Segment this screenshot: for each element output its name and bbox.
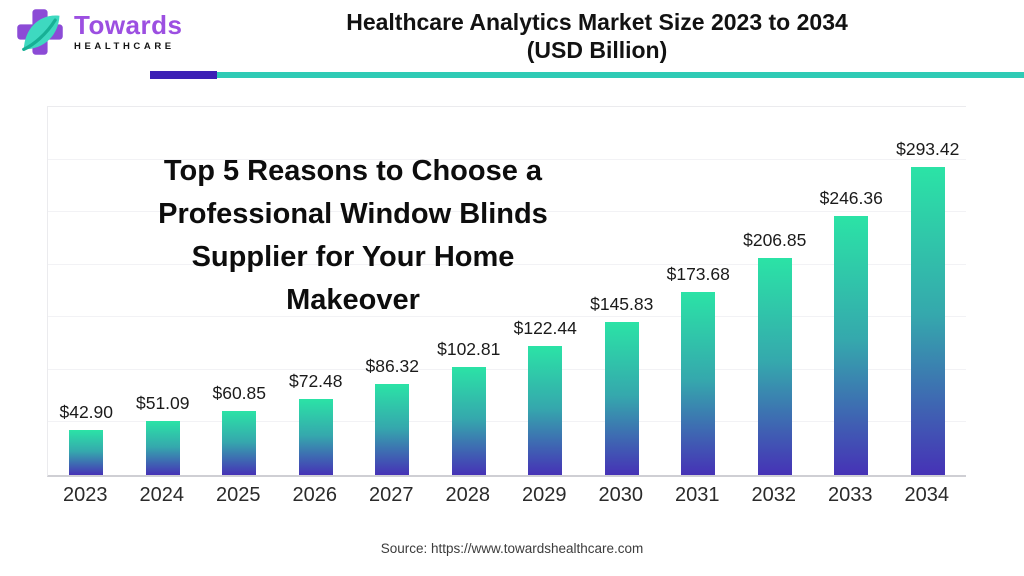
bar-column: $60.85 xyxy=(201,107,278,475)
bar-value-label: $102.81 xyxy=(437,338,501,359)
bar-value-label: $145.83 xyxy=(590,293,654,314)
x-tick-label: 2025 xyxy=(216,484,261,506)
brand-subname: HEALTHCARE xyxy=(74,41,175,53)
bar xyxy=(298,398,333,475)
bar-column: $51.09 xyxy=(125,107,202,475)
bar xyxy=(757,257,792,475)
bar xyxy=(834,215,869,475)
x-tick-label: 2029 xyxy=(522,484,567,506)
bar-column: $86.32 xyxy=(354,107,431,475)
towards-healthcare-logo: Towards HEALTHCARE xyxy=(14,6,182,58)
source-text: Source: https://www.towardshealthcare.co… xyxy=(380,541,644,556)
bar-column: $122.44 xyxy=(507,107,584,475)
bar-value-label: $173.68 xyxy=(666,264,730,285)
overlay-caption-line1: Top 5 Reasons to Choose a xyxy=(163,155,543,187)
bar-column: $293.42 xyxy=(890,107,967,475)
bar-column: $42.90 xyxy=(48,107,125,475)
gridline xyxy=(48,368,966,370)
bar xyxy=(681,292,716,475)
bar-column: $145.83 xyxy=(584,107,661,475)
gridline xyxy=(48,421,966,423)
chart-title-line2: (USD Billion) xyxy=(526,37,668,63)
x-tick-label: 2032 xyxy=(751,484,797,506)
bar xyxy=(222,411,257,475)
brand-text: Towards HEALTHCARE xyxy=(74,12,182,52)
bars-row: $42.90 $51.09 $60.85 $72.48 $86.32 $102.81 $12… xyxy=(48,107,966,475)
bar-column: $102.81 xyxy=(431,107,508,475)
brand-name: Towards xyxy=(74,10,183,41)
x-tick-label: 2024 xyxy=(139,484,185,506)
gridline xyxy=(48,211,966,213)
bar xyxy=(375,384,410,475)
x-tick-label: 2034 xyxy=(904,484,950,506)
x-axis-labels: 2023 2024 2025 2026 2027 2028 2029 2030 2031 2032… xyxy=(47,484,965,507)
overlay-caption: Top 5 Reasons to Choose a Professional W… xyxy=(108,150,598,322)
chart-title-line1: Healthcare Analytics Market Size 2023 to… xyxy=(346,9,848,35)
divider-purple-segment xyxy=(150,71,217,79)
chart-title: Healthcare Analytics Market Size 2023 to… xyxy=(170,8,1024,64)
x-tick-label: 2031 xyxy=(675,484,720,506)
bar-value-label: $293.42 xyxy=(896,138,960,159)
bar-value-label: $206.85 xyxy=(743,229,807,250)
x-tick-label: 2027 xyxy=(369,484,414,506)
gridline xyxy=(48,263,966,265)
bar-column: $72.48 xyxy=(278,107,355,475)
bar xyxy=(910,166,945,475)
cross-leaf-icon xyxy=(17,9,63,55)
gridline xyxy=(48,316,966,318)
bar-value-label: $86.32 xyxy=(365,356,420,377)
plot-area: $42.90 $51.09 $60.85 $72.48 $86.32 $102.81 $12… xyxy=(47,106,966,477)
overlay-caption-line4: Makeover xyxy=(286,284,420,316)
gridline xyxy=(48,158,966,160)
bar-value-label: $122.44 xyxy=(513,318,577,339)
bar-column: $246.36 xyxy=(813,107,890,475)
overlay-caption-line2: Professional Window Blinds xyxy=(158,198,548,230)
bar-value-label: $60.85 xyxy=(212,383,267,404)
header-divider xyxy=(150,71,1024,79)
bar-column: $206.85 xyxy=(737,107,814,475)
x-tick-label: 2030 xyxy=(598,484,644,506)
overlay-caption-line3: Supplier for Your Home xyxy=(191,241,515,273)
x-tick-label: 2023 xyxy=(63,484,108,506)
x-tick-label: 2033 xyxy=(828,484,873,506)
x-tick-label: 2026 xyxy=(292,484,338,506)
bar xyxy=(69,429,104,475)
bar-value-label: $51.09 xyxy=(135,393,190,414)
bar xyxy=(604,321,639,475)
bar xyxy=(145,421,180,475)
bar-value-label: $42.90 xyxy=(59,401,114,422)
divider-teal-segment xyxy=(217,72,1024,78)
bar-value-label: $72.48 xyxy=(288,370,343,391)
bar xyxy=(528,346,563,475)
bar-value-label: $246.36 xyxy=(819,187,883,208)
bar-column: $173.68 xyxy=(660,107,737,475)
x-tick-label: 2028 xyxy=(445,484,491,506)
bar xyxy=(451,366,486,475)
